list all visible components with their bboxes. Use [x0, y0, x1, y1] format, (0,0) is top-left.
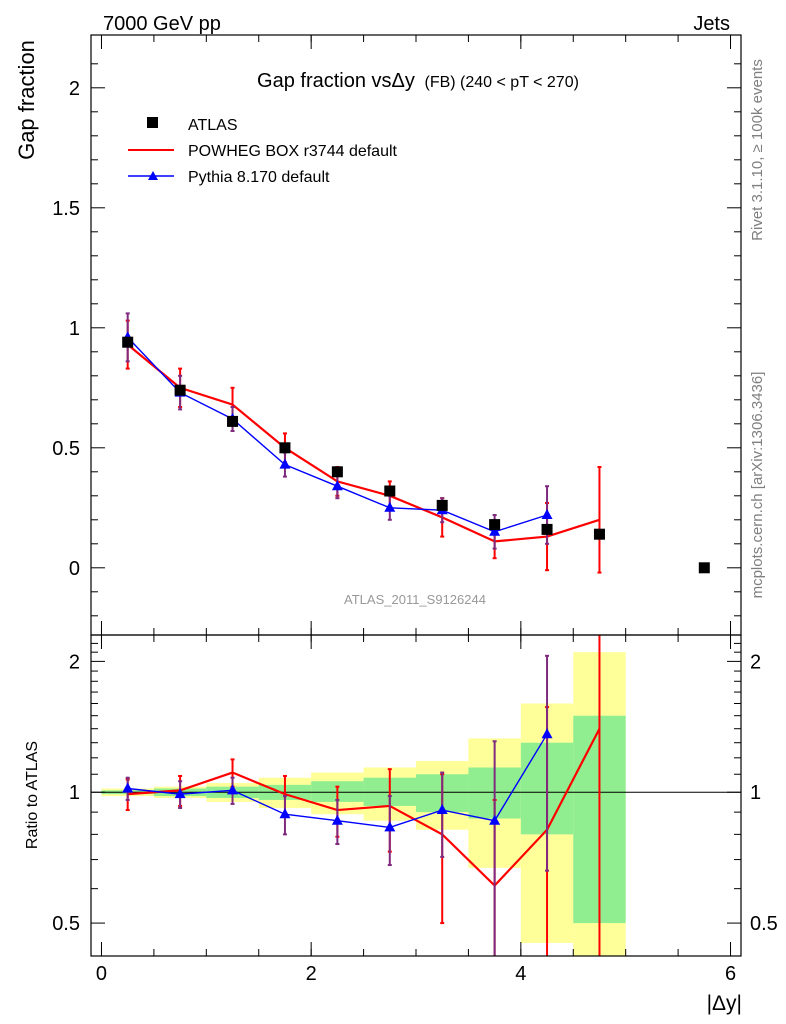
analysis-label: ATLAS_2011_S9126244	[344, 592, 486, 607]
pythia-ratio-point	[279, 808, 291, 819]
legend-label-powheg: POWHEG BOX r3744 default	[188, 143, 398, 160]
atlas-data-point	[541, 523, 553, 535]
pythia-point	[331, 480, 343, 491]
atlas-data-point	[593, 528, 605, 540]
pythia-point	[489, 525, 501, 536]
plot-title: Gap fraction vsΔy (FB) (240 < pT < 270)	[257, 70, 579, 92]
pythia-ratio-point	[384, 821, 396, 832]
y-tick-label-main: 0	[69, 558, 80, 580]
atlas-data-point	[331, 466, 343, 478]
pythia-line	[127, 336, 548, 533]
atlas-data-point	[384, 485, 396, 497]
atlas-data-point	[227, 415, 239, 427]
pythia-point	[384, 501, 396, 512]
y-tick-label-ratio-right: 2	[750, 651, 761, 673]
x-axis-label: |Δy|	[707, 992, 742, 1015]
pythia-ratio-point	[331, 814, 343, 825]
atlas-data-point	[279, 442, 291, 454]
pythia-ratio-point	[436, 804, 448, 815]
x-tick-label: 6	[725, 963, 736, 985]
plot-title-main: Gap fraction vsΔy	[257, 70, 415, 92]
y-tick-label-ratio-right: 1	[750, 782, 761, 804]
y-tick-label-ratio-left: 2	[69, 651, 80, 673]
y-axis-label-ratio: Ratio to ATLAS	[24, 741, 41, 849]
y-axis-label-main: Gap fraction	[14, 40, 39, 160]
pythia-point	[279, 458, 291, 469]
ratio-bands	[91, 652, 741, 956]
pythia-point	[541, 509, 553, 519]
legend-label-atlas: ATLAS	[188, 117, 238, 134]
atlas-data-point	[436, 499, 448, 511]
powheg-ratio-line	[127, 728, 601, 888]
pythia-ratio-point	[122, 782, 134, 793]
pythia-ratio-point	[174, 788, 186, 799]
powheg-line	[126, 343, 600, 543]
axis-ticks	[91, 35, 741, 956]
pythia-ratio-point	[541, 728, 553, 739]
y-tick-label-main: 1.5	[52, 198, 80, 220]
header-right: Jets	[693, 13, 730, 35]
y-tick-label-main: 0.5	[52, 438, 80, 460]
legend-label-pythia: Pythia 8.170 default	[188, 169, 330, 186]
pythia-ratio-point	[489, 814, 501, 825]
legend-marker-pythia	[148, 171, 158, 180]
main-plot-area	[122, 312, 710, 574]
ratio-panel-frame	[90, 634, 742, 957]
atlas-data-point	[489, 519, 501, 531]
x-tick-label: 2	[306, 963, 317, 985]
atlas-data-point	[174, 384, 186, 396]
y-tick-label-ratio-left: 1	[69, 782, 80, 804]
y-tick-label-ratio-right: 0.5	[750, 913, 778, 935]
y-tick-label-main: 1	[69, 318, 80, 340]
atlas-data-point	[122, 336, 134, 348]
pythia-ratio-point	[227, 784, 239, 795]
header-left: 7000 GeV pp	[103, 13, 221, 35]
plot-title-sub: (FB) (240 < pT < 270)	[424, 74, 578, 91]
y-tick-label-ratio-left: 0.5	[52, 913, 80, 935]
rivet-version-text: Rivet 3.1.10, ≥ 100k events	[749, 59, 766, 241]
ratio-plot-area	[122, 635, 601, 956]
legend: ATLAS POWHEG BOX r3744 default Pythia 8.…	[128, 117, 398, 186]
tick-labels: 0 2 4 6 0 0.5 1 1.5 2 0.5 0.5 1 1 2 2	[52, 78, 778, 985]
y-tick-label-main: 2	[69, 78, 80, 100]
x-tick-label: 4	[515, 963, 526, 985]
source-text: mcplots.cern.ch [arXiv:1306.3436]	[749, 372, 766, 599]
atlas-data-point	[698, 562, 710, 574]
legend-marker-atlas	[147, 117, 158, 128]
x-tick-label: 0	[96, 963, 107, 985]
